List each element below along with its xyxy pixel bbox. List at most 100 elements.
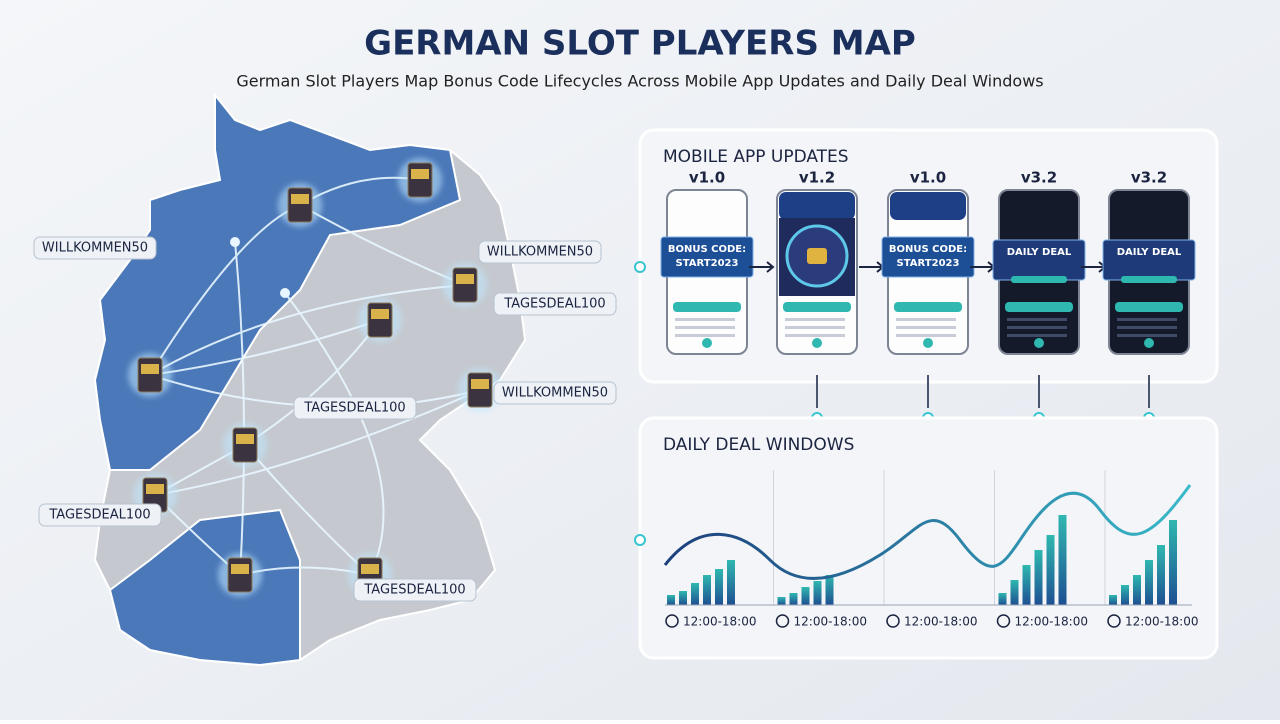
deal-bar — [715, 569, 723, 605]
version-label: v3.2 — [1131, 169, 1167, 187]
clock-icon — [1107, 614, 1121, 628]
slot-machine — [227, 557, 253, 593]
deal-bar — [727, 560, 735, 605]
clock-icon — [996, 614, 1011, 628]
phone-row — [1117, 326, 1177, 329]
window-time: 12:00-18:00 — [794, 615, 868, 629]
map-label: TAGESDEAL100 — [503, 297, 605, 312]
deal-bar — [703, 575, 711, 605]
slot-machine — [232, 427, 258, 463]
deal-bar — [825, 575, 834, 605]
deal-bar — [1121, 585, 1129, 605]
network — [149, 176, 481, 576]
banner-box: DAILY DEAL — [1007, 247, 1072, 258]
arrow — [749, 261, 775, 273]
deal-bar — [777, 597, 786, 605]
phone-nav — [923, 338, 933, 348]
phone-row — [896, 326, 956, 329]
slot-machine — [467, 372, 493, 408]
window-time: 12:00-18:00 — [904, 615, 978, 629]
deal-bar — [1157, 545, 1165, 605]
deal-bar — [667, 595, 675, 605]
slot-screen — [236, 434, 254, 444]
map-label: TAGESDEAL100 — [303, 401, 405, 416]
slot-machine — [137, 357, 163, 393]
subtitle: German Slot Players Map Bonus Code Lifec… — [236, 72, 1043, 91]
window-time: 12:00-18:00 — [1015, 615, 1089, 629]
deal-bar — [1034, 550, 1043, 605]
phone-header — [890, 192, 966, 220]
deal-bar — [1145, 560, 1153, 605]
version-label: v1.2 — [799, 169, 835, 187]
deal-wave — [663, 484, 1192, 580]
deal-bar — [1133, 575, 1141, 605]
deal-bar — [679, 591, 687, 605]
slot-machine — [407, 162, 433, 198]
deal-button — [1011, 276, 1067, 283]
deal-bar — [1058, 515, 1067, 605]
slot-machines — [128, 158, 502, 597]
phone-row — [1007, 318, 1067, 321]
phone-row — [1117, 318, 1177, 321]
deal-bar — [1010, 580, 1019, 605]
phone-row — [675, 326, 735, 329]
label-pill — [493, 381, 617, 405]
slot-screen — [291, 194, 309, 204]
deal-bar — [789, 593, 798, 605]
label-pill — [38, 503, 162, 527]
phone-cta — [1115, 302, 1183, 312]
map-labels: WILLKOMMEN50 WILLKOMMEN50 TAGESDEAL100 TAGE… — [33, 236, 617, 602]
clock-icon — [886, 614, 900, 628]
slot-screen — [471, 379, 489, 389]
clock-icon — [665, 614, 679, 628]
phone-header — [779, 192, 855, 220]
label-pill — [478, 240, 602, 264]
label-pill — [33, 236, 157, 260]
label-pill — [493, 292, 617, 316]
banner-box: BONUS CODE: START2023 — [667, 244, 747, 269]
banner-box: BONUS CODE: START2023 — [888, 244, 968, 269]
deal-bar — [1169, 520, 1177, 605]
map-label: TAGESDEAL100 — [363, 583, 465, 598]
phone-row — [1117, 334, 1177, 337]
phone-banner — [660, 236, 754, 278]
banner-text: DAILY DEAL — [1116, 247, 1182, 258]
banner-text: BONUS CODE: START2023 — [888, 244, 968, 269]
deal-bar — [1046, 535, 1055, 605]
phone-row — [785, 326, 845, 329]
slot-screen — [231, 564, 249, 574]
phone-row — [675, 318, 735, 321]
map-label: WILLKOMMEN50 — [487, 245, 593, 260]
deal-panel-title: DAILY DEAL WINDOWS — [663, 435, 854, 455]
phones: v1.0 BONUS CODE: START2023 v1.2 v1.0 BONUS C… — [660, 169, 1196, 424]
phone-cta — [894, 302, 962, 312]
slot-machine — [367, 302, 393, 338]
title: GERMAN SLOT PLAYERS MAP — [364, 24, 916, 64]
deal-bar — [691, 583, 699, 605]
window-time: 12:00-18:00 — [683, 615, 757, 629]
slot-screen — [411, 169, 429, 179]
deal-button — [1121, 276, 1177, 283]
deal-bar — [998, 593, 1007, 605]
slot-screen — [456, 274, 474, 284]
network-node — [280, 288, 290, 298]
network-node — [230, 237, 240, 247]
phone-cta — [783, 302, 851, 312]
phone-cta — [1005, 302, 1073, 312]
phone-row — [1007, 334, 1067, 337]
slot-screen — [146, 484, 164, 494]
phone-row — [675, 334, 735, 337]
slot-screen — [141, 364, 159, 374]
phone-row — [785, 318, 845, 321]
app-panel-title: MOBILE APP UPDATES — [663, 147, 849, 167]
version-label: v1.0 — [910, 169, 946, 187]
phone-row — [896, 318, 956, 321]
deal-chart: 12:00-18:00 12:00-18:00 12:00-18:00 12:00-1… — [665, 470, 1199, 629]
phone-nav — [812, 338, 822, 348]
slot-screen — [371, 309, 389, 319]
phone-nav — [702, 338, 712, 348]
phone-row — [1007, 326, 1067, 329]
slot-screen — [361, 564, 379, 574]
banner-text: BONUS CODE: START2023 — [667, 244, 747, 269]
